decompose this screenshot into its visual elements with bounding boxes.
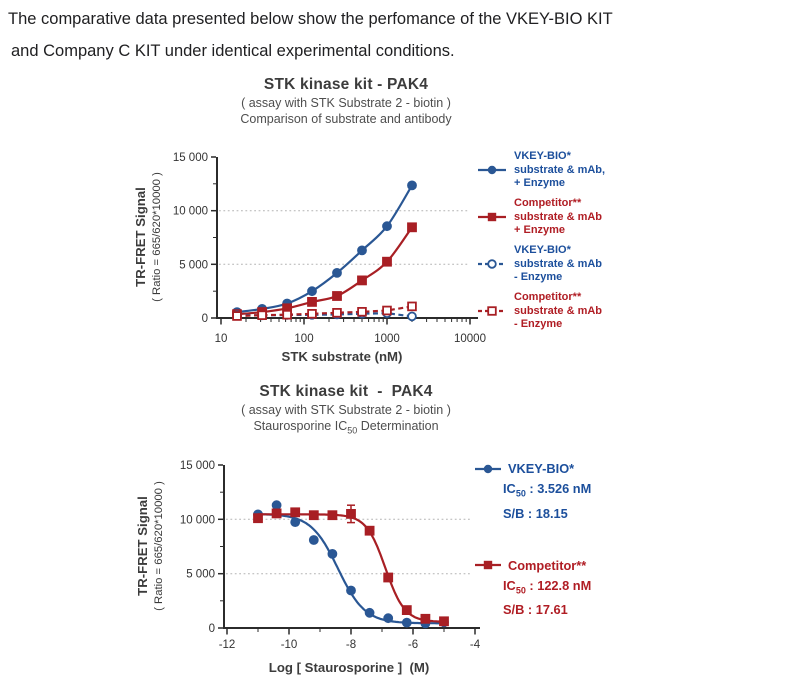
chart2-x-axis-label: Log [ Staurosporine ] (M) [269,660,429,675]
chart2-header: STK kinase kit - PAK4 ( assay with STK S… [146,383,546,436]
svg-text:-10: -10 [281,639,298,651]
subtitle-subscript: 50 [347,425,358,436]
subtitle-text: Staurosporine IC [253,419,348,433]
line-square-solid-icon [478,213,506,222]
axes [216,157,478,319]
legend-line: Competitor** [514,197,582,209]
legend-line: + Enzyme [514,177,566,189]
legend-line: - Enzyme [514,318,563,330]
legend-series-name: VKEY-BIO* [508,461,575,476]
legend-line: + Enzyme [514,224,566,236]
line-square-solid-icon [475,560,501,570]
legend-label: Competitor** substrate & mAb + Enzyme [514,197,602,238]
legend-line: substrate & mAb [514,257,603,270]
svg-text:15 000: 15 000 [173,152,208,164]
legend-item-competitor-plus-enzyme: Competitor** substrate & mAb + Enzyme [477,197,605,238]
legend-item-vkey-no-enzyme: VKEY-BIO* substrate & mAb - Enzyme [477,244,605,285]
intro-text: The comparative data presented below sho… [8,3,798,67]
series-3 [232,301,417,321]
ticks: -12 -10 -8 -6 -4 0 5 000 10 000 15 000 [180,460,481,651]
substrate-titration-chart: 10 100 1000 10000 0 5 000 10 000 15 000 STK sub… [133,152,486,364]
legend-line: VKEY-BIO* [514,244,571,256]
legend-line: substrate & mAb [514,210,603,223]
chart1-header: STK kinase kit - PAK4 ( assay with STK S… [146,76,546,126]
svg-text:15 000: 15 000 [180,460,215,472]
legend-stats: IC50 : 122.8 nM S/B : 17.61 [503,576,591,621]
series-0 [253,500,449,629]
chart1-title: STK kinase kit - PAK4 [263,76,429,93]
chart2-y-axis-sublabel: ( Ratio = 665/620*10000 ) [153,481,165,611]
legend-series-name: Competitor** [508,557,587,573]
ticks: 10 100 1000 10000 0 5 000 10 000 15 000 [173,152,486,345]
axes [223,465,480,629]
chart2-title: STK kinase kit - PAK4 [259,383,433,400]
line-circle-solid-icon [475,464,501,473]
legend-item-vkey-ic50: VKEY-BIO* IC50 : 3.526 nM S/B : 18.15 [474,461,591,524]
svg-text:5 000: 5 000 [179,259,208,271]
chart2-legend: VKEY-BIO* IC50 : 3.526 nM S/B : 18.15 Co… [474,461,591,620]
svg-text:10000: 10000 [454,333,486,345]
chart1-legend: VKEY-BIO* substrate & mAb, + Enzyme Comp… [477,150,605,332]
legend-item-competitor-ic50: Competitor** IC50 : 122.8 nM S/B : 17.61 [474,558,591,621]
chart1-subtitle-1: ( assay with STK Substrate 2 - biotin ) [241,96,451,110]
sb-value: S/B : 18.15 [503,505,568,521]
svg-text:-4: -4 [470,639,481,651]
subtitle-text: Determination [357,419,439,433]
legend-line: - Enzyme [514,271,563,283]
svg-text:-6: -6 [408,639,418,651]
chart1-subtitle-2: Comparison of substrate and antibody [240,112,452,126]
svg-text:100: 100 [294,333,313,345]
legend-label: Competitor** substrate & mAb - Enzyme [514,291,602,332]
svg-text:0: 0 [202,313,208,325]
legend-item-competitor-no-enzyme: Competitor** substrate & mAb - Enzyme [477,291,605,332]
svg-text:5 000: 5 000 [186,569,215,581]
legend-label: VKEY-BIO* substrate & mAb - Enzyme [514,244,602,285]
intro-line-1: The comparative data presented below sho… [8,10,613,28]
line-circle-solid-icon [478,166,506,175]
svg-text:1000: 1000 [374,333,400,345]
legend-header: Competitor** [474,558,591,573]
gridlines [226,518,470,575]
legend-line: Competitor** [514,291,582,303]
line-square-dashed-icon [478,306,506,316]
line-circle-dashed-icon [478,259,506,269]
chart1-y-axis-label: TR-FRET Signal [133,187,148,287]
svg-text:10: 10 [215,333,228,345]
ic50-value: IC50 : 3.526 nM [503,481,592,499]
chart1-y-axis-sublabel: ( Ratio = 665/620*10000 ) [151,172,163,302]
series-0 [232,180,417,318]
chart2-y-axis-label: TR-FRET Signal [135,496,150,596]
legend-line: VKEY-BIO* [514,150,571,162]
legend-item-vkey-plus-enzyme: VKEY-BIO* substrate & mAb, + Enzyme [477,150,605,191]
svg-text:-8: -8 [346,639,356,651]
legend-line: substrate & mAb [514,304,603,317]
series-1 [232,222,417,320]
legend-stats: IC50 : 3.526 nM S/B : 18.15 [503,479,591,524]
ic50-determination-chart: -12 -10 -8 -6 -4 0 5 000 10 000 15 000 Log [ Sta… [135,460,481,675]
svg-text:-12: -12 [219,639,236,651]
legend-line: substrate & mAb, [514,163,606,176]
gridlines [219,210,468,265]
svg-text:0: 0 [209,623,215,635]
chart1-plot-area: 10 100 1000 10000 0 5 000 10 000 15 000 [173,152,486,345]
ic50-value: IC50 : 122.8 nM [503,577,592,596]
legend-label: VKEY-BIO* substrate & mAb, + Enzyme [514,150,605,191]
series-1 [253,504,449,627]
chart2-plot-area: -12 -10 -8 -6 -4 0 5 000 10 000 15 000 [180,460,481,651]
intro-line-2: and Company C KIT under identical experi… [11,42,455,60]
chart2-subtitle-1: ( assay with STK Substrate 2 - biotin ) [241,403,451,417]
sb-value: S/B : 17.61 [503,602,568,618]
chart1-x-axis-label: STK substrate (nM) [282,349,403,364]
svg-text:10 000: 10 000 [180,514,215,526]
chart2-subtitle-2: Staurosporine IC50 Determination [146,419,546,436]
svg-text:10 000: 10 000 [173,206,208,218]
legend-header: VKEY-BIO* [474,461,591,476]
